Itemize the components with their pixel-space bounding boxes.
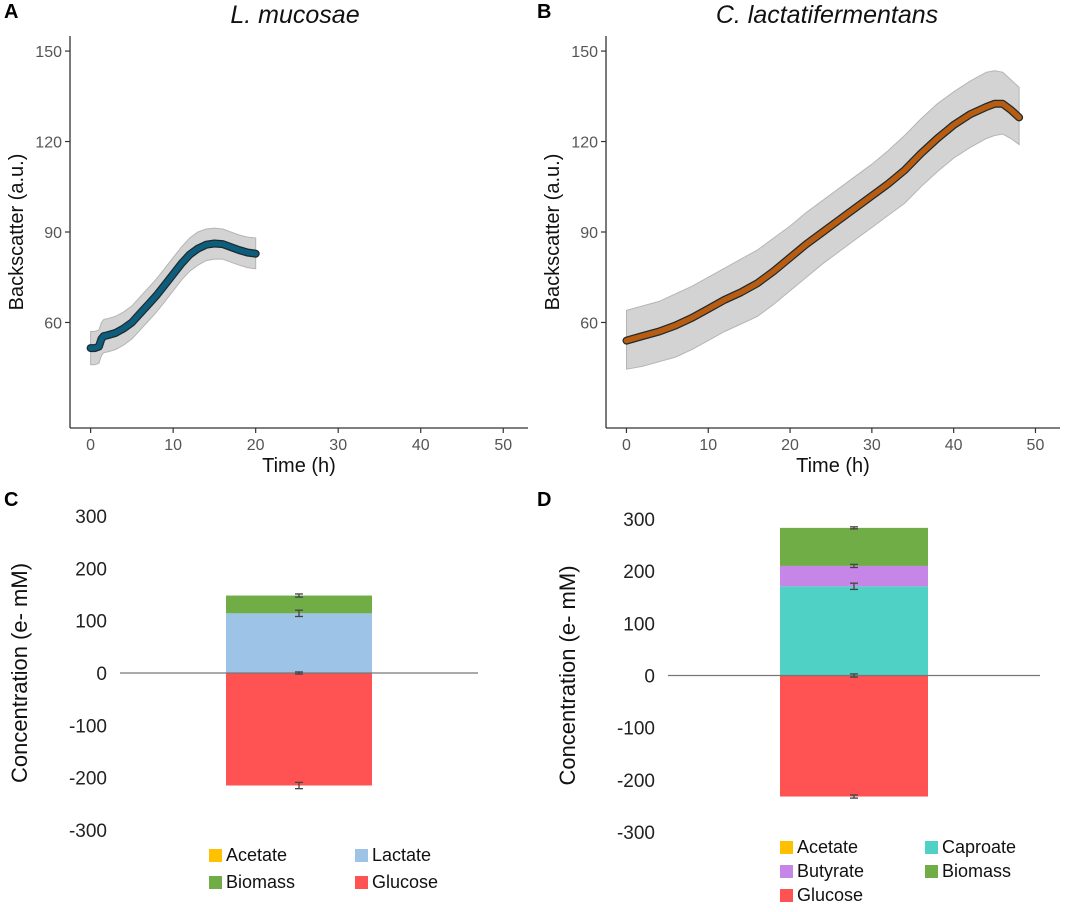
plot-area-c: -300 -200 -100 0 100 200 300 Concentration (e- … <box>7 507 478 892</box>
y-tick-label-d-0: 0 <box>644 667 655 688</box>
y-tick-label-c-100: 100 <box>75 612 107 633</box>
y-tick-label-d-300: 300 <box>623 510 655 531</box>
x-tick-label-a-0: 0 <box>86 437 95 454</box>
bar-segment-butyrate-d <box>780 565 928 587</box>
y-tick-label-c-300: 300 <box>75 507 107 528</box>
legend-label-biomass-c: Biomass <box>226 872 295 892</box>
legend-swatch-lactate-c <box>355 849 368 862</box>
bar-segment-glucose-c <box>226 673 372 786</box>
legend-label-acetate-d: Acetate <box>797 837 858 857</box>
y-tick-label-a-90: 90 <box>44 225 62 242</box>
y-axis-label-c: Concentration (e- mM) <box>7 563 32 783</box>
legend-label-butyrate-d: Butyrate <box>797 861 864 881</box>
plot-area-a: 60 90 120 150 0 10 20 30 40 50 Time (h) Backscatter… <box>6 36 528 477</box>
chart-title-a: L. mucosae <box>230 1 359 29</box>
legend-swatch-biomass-c <box>209 876 222 889</box>
bar-segment-biomass-d <box>780 527 928 566</box>
x-tick-label-a-50: 50 <box>494 437 512 454</box>
x-tick-label-b-30: 30 <box>863 437 881 454</box>
confidence-band-b <box>626 70 1020 370</box>
y-axis-label-a: Backscatter (a.u.) <box>6 154 28 311</box>
y-tick-label-a-150: 150 <box>35 44 62 61</box>
panel-b: B C. lactatifermentans 60 90 120 150 0 10 20 30… <box>537 1 1060 477</box>
chart-title-b: C. lactatifermentans <box>716 1 938 29</box>
confidence-band-a <box>90 227 257 366</box>
legend-label-lactate-c: Lactate <box>372 845 431 865</box>
y-tick-label-a-60: 60 <box>44 315 62 332</box>
y-tick-label-d--200: -200 <box>617 771 655 792</box>
legend-swatch-butyrate-d <box>780 865 793 878</box>
x-axis-label-a: Time (h) <box>262 455 336 477</box>
y-tick-label-d-100: 100 <box>623 614 655 635</box>
x-tick-label-b-0: 0 <box>622 437 631 454</box>
x-tick-label-a-40: 40 <box>412 437 430 454</box>
bar-segment-caproate-d <box>780 586 928 676</box>
panel-a: A L. mucosae 60 90 120 150 0 10 20 30 40 50 Time (… <box>4 1 528 477</box>
panel-letter-d: D <box>537 489 551 511</box>
y-tick-label-d--100: -100 <box>617 719 655 740</box>
y-tick-label-b-60: 60 <box>580 315 598 332</box>
y-axis-label-b: Backscatter (a.u.) <box>542 154 564 311</box>
legend-swatch-acetate-d <box>780 841 793 854</box>
y-tick-label-b-120: 120 <box>571 135 598 152</box>
y-tick-label-c--100: -100 <box>69 716 107 737</box>
legend-label-glucose-c: Glucose <box>372 872 438 892</box>
legend-swatch-glucose-c <box>355 876 368 889</box>
y-tick-label-c--300: -300 <box>69 821 107 842</box>
legend-swatch-acetate-c <box>209 849 222 862</box>
y-tick-label-b-150: 150 <box>571 44 598 61</box>
x-tick-label-b-10: 10 <box>699 437 717 454</box>
y-tick-label-a-120: 120 <box>35 135 62 152</box>
panel-d: D -300 -200 -100 0 100 200 300 Concentration (e… <box>537 489 1040 905</box>
y-tick-label-c-200: 200 <box>75 559 107 580</box>
plot-area-d: -300 -200 -100 0 100 200 300 Concentration (e- … <box>555 510 1040 905</box>
bar-segment-lactate-c <box>226 613 372 673</box>
legend-swatch-caproate-d <box>925 841 938 854</box>
x-tick-label-b-40: 40 <box>945 437 963 454</box>
legend-label-acetate-c: Acetate <box>226 845 287 865</box>
bar-segment-biomass-c <box>226 595 372 614</box>
bar-segment-glucose-d <box>780 675 928 797</box>
y-tick-label-b-90: 90 <box>580 225 598 242</box>
plot-area-b: 60 90 120 150 0 10 20 30 40 50 Time (h) Backscatter… <box>542 36 1060 477</box>
y-tick-label-d-200: 200 <box>623 562 655 583</box>
y-axis-label-d: Concentration (e- mM) <box>555 565 580 785</box>
panel-letter-b: B <box>537 1 551 23</box>
x-tick-label-a-30: 30 <box>329 437 347 454</box>
legend-swatch-biomass-d <box>925 865 938 878</box>
x-tick-label-b-20: 20 <box>781 437 799 454</box>
series-line-b <box>623 101 1022 344</box>
y-tick-label-d--300: -300 <box>617 823 655 844</box>
panel-c: C -300 -200 -100 0 100 200 300 Concentration (e… <box>4 489 478 892</box>
legend-swatch-glucose-d <box>780 889 793 902</box>
x-tick-label-a-20: 20 <box>247 437 265 454</box>
panel-letter-a: A <box>4 1 18 23</box>
panel-letter-c: C <box>4 489 18 511</box>
x-tick-label-b-50: 50 <box>1027 437 1045 454</box>
legend-label-glucose-d: Glucose <box>797 885 863 905</box>
y-tick-label-c-0: 0 <box>96 664 107 685</box>
legend-label-caproate-d: Caproate <box>942 837 1016 857</box>
y-tick-label-c--200: -200 <box>69 769 107 790</box>
series-line-a <box>87 240 259 351</box>
x-axis-label-b: Time (h) <box>796 455 870 477</box>
x-tick-label-a-10: 10 <box>164 437 182 454</box>
legend-label-biomass-d: Biomass <box>942 861 1011 881</box>
